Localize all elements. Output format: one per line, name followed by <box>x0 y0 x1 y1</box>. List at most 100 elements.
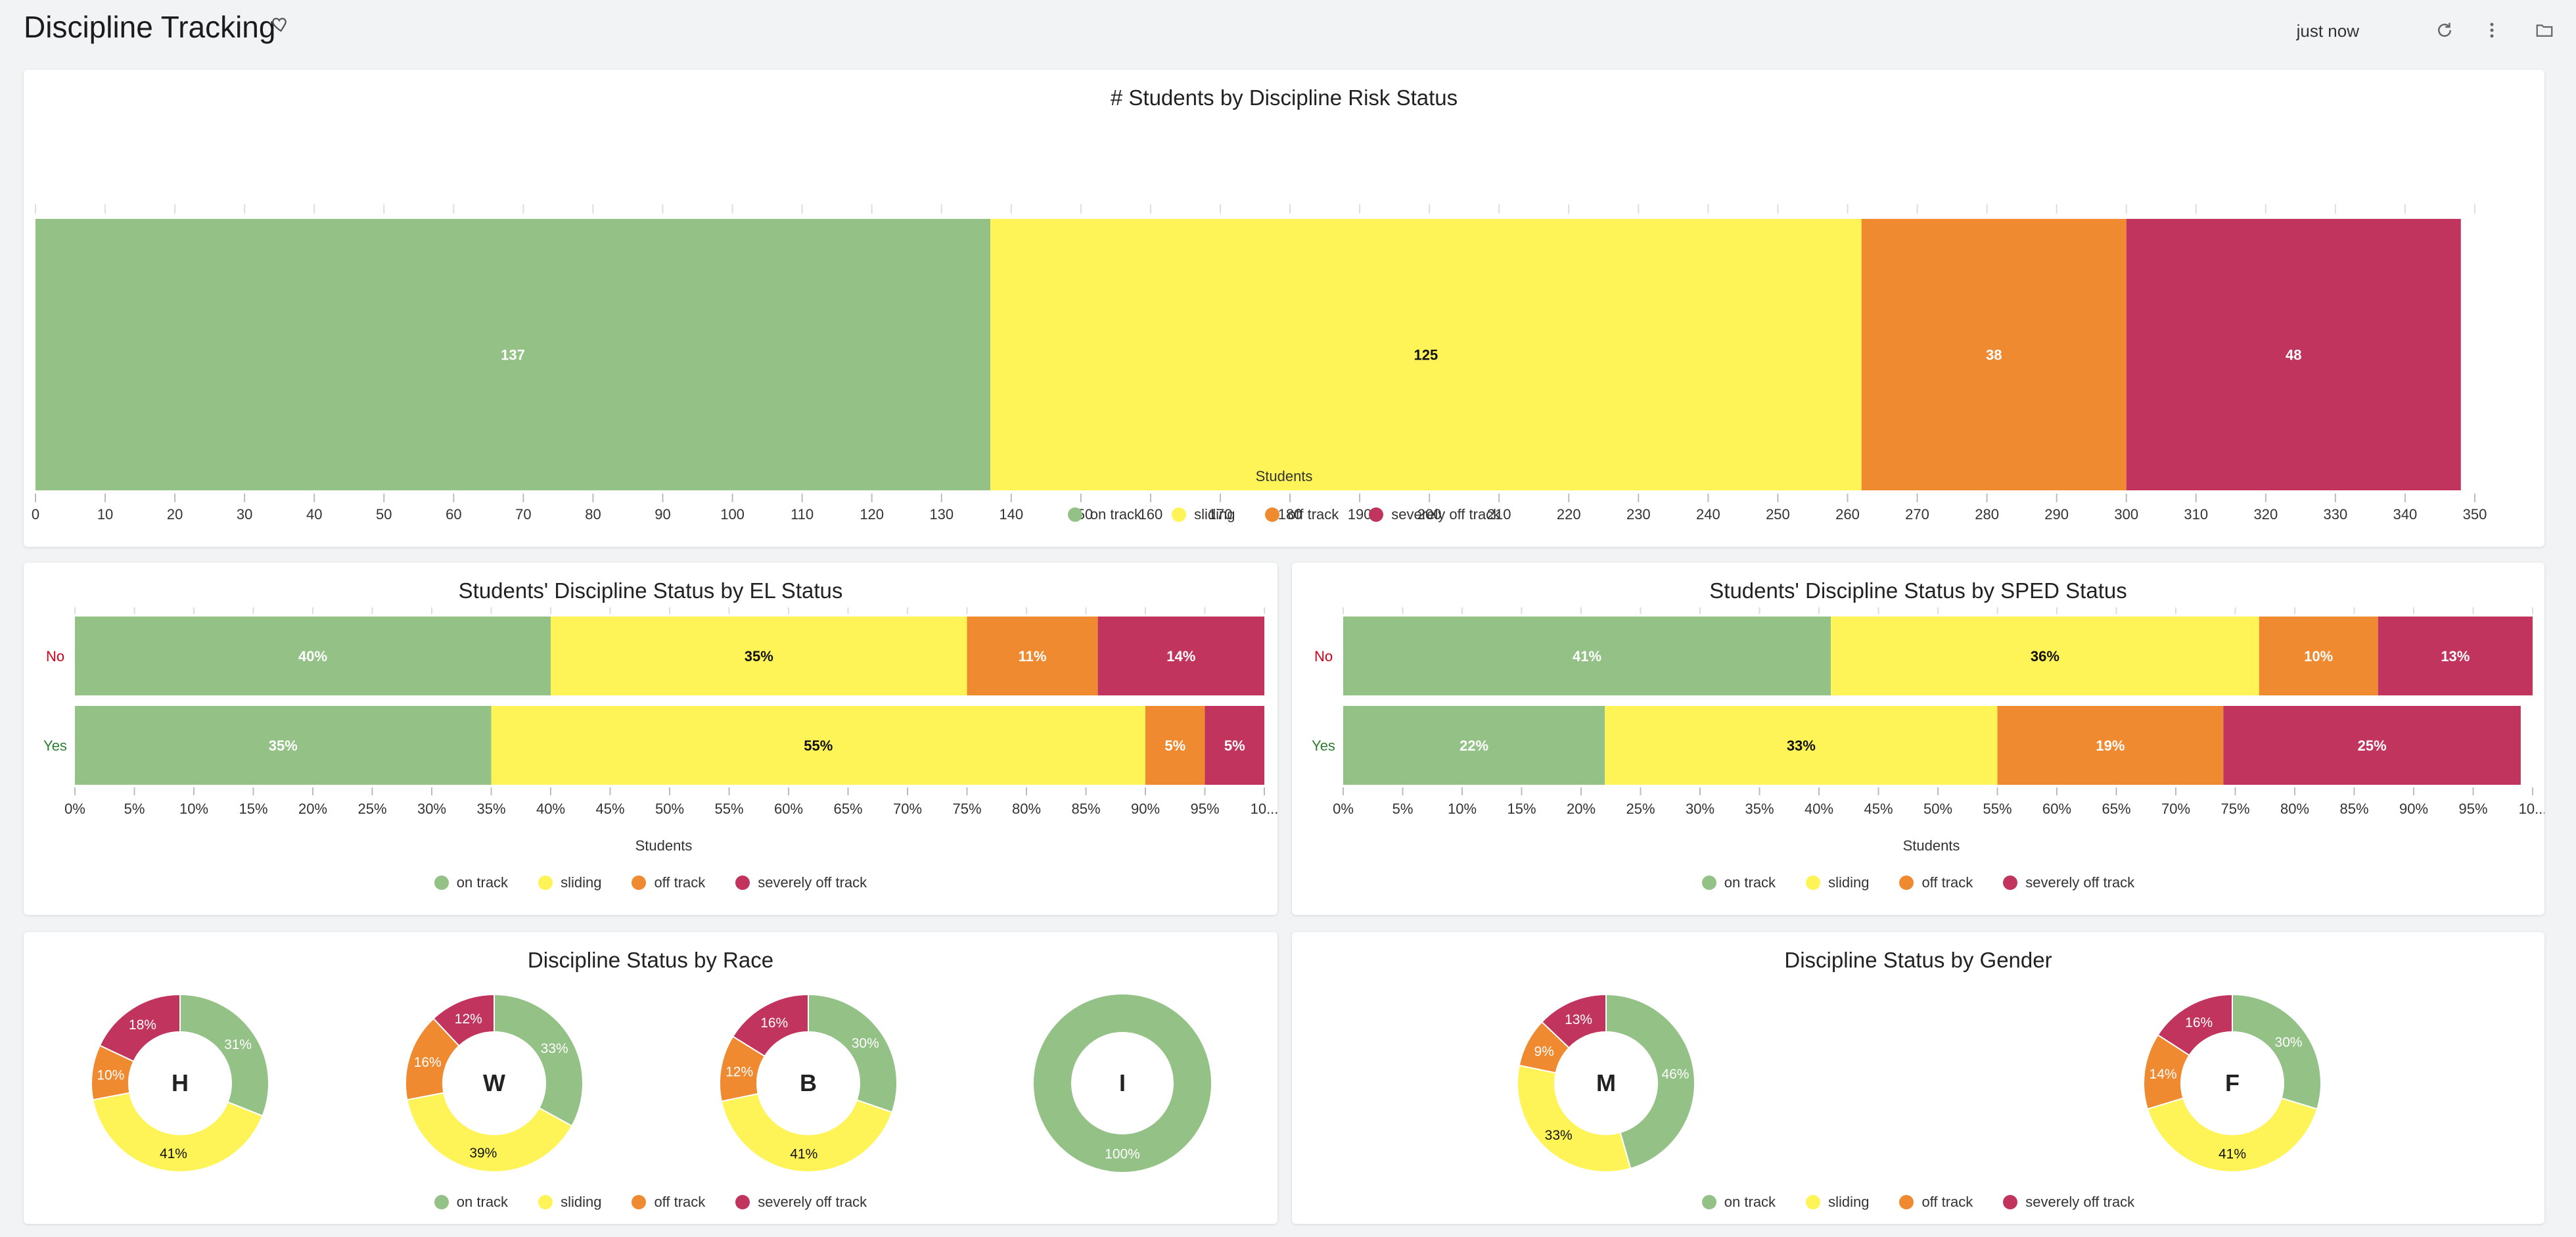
bar-segment <box>1831 617 2259 695</box>
bar-segment <box>2378 617 2533 695</box>
legend-item-on-track[interactable]: on track <box>1067 506 1141 523</box>
x-tick-label: 10... <box>2519 801 2544 817</box>
folder-icon[interactable] <box>2531 17 2558 43</box>
legend-label: sliding <box>1828 874 1870 891</box>
legend-item-severely-off-track[interactable]: severely off track <box>735 874 867 891</box>
x-tick-label: 220 <box>1557 506 1581 523</box>
x-tick-label: 50 <box>376 506 392 523</box>
panel-title: Students' Discipline Status by SPED Stat… <box>1709 578 2127 603</box>
data-label: 14% <box>1166 648 1195 665</box>
donut-slice <box>808 993 898 1113</box>
donut-slice <box>731 993 809 1058</box>
favorite-heart-icon[interactable] <box>269 14 289 37</box>
chart-legend: on track sliding off track severely off … <box>24 506 2544 523</box>
bar-segment <box>1997 706 2224 785</box>
legend-item-sliding[interactable]: sliding <box>538 1194 601 1211</box>
x-tick-label: 90% <box>1131 801 1160 817</box>
legend-item-on-track[interactable]: on track <box>434 874 508 891</box>
x-tick-label: 120 <box>860 506 884 523</box>
data-label: 10% <box>2304 648 2333 665</box>
race-donut-charts: 31% 41% 10% 18% H 33% 39% 16% 12% W 30% 41% 12% 16% B 1… <box>91 993 1211 1173</box>
data-label: 55% <box>804 737 833 754</box>
legend-item-severely-off-track[interactable]: severely off track <box>2003 874 2134 891</box>
x-tick-label: 320 <box>2253 506 2278 523</box>
x-tick-label: 100 <box>720 506 745 523</box>
x-tick-label: 230 <box>1626 506 1651 523</box>
bar-segment <box>75 617 551 695</box>
x-tick-label: 85% <box>1071 801 1100 817</box>
legend-item-sliding[interactable]: sliding <box>538 874 601 891</box>
y-category-label: No <box>1314 648 1333 665</box>
x-tick-label: 65% <box>2102 801 2130 817</box>
donut-slice <box>720 1092 893 1173</box>
legend-dot <box>1899 875 1914 890</box>
donut-center-label: B <box>800 1069 817 1096</box>
page-title: Discipline Tracking <box>24 10 276 44</box>
legend-item-severely-off-track[interactable]: severely off track <box>735 1194 867 1211</box>
legend-label: severely off track <box>1391 506 1501 523</box>
data-label: 19% <box>2096 737 2125 754</box>
legend-item-on-track[interactable]: on track <box>434 1194 508 1211</box>
legend-item-sliding[interactable]: sliding <box>1806 1194 1869 1211</box>
risk-status-chart: 0102030405060708090100110120130140150160… <box>32 204 2487 523</box>
donut-slice <box>432 993 495 1047</box>
x-tick-label: 240 <box>1696 506 1720 523</box>
bar-segment <box>551 617 967 695</box>
legend-label: off track <box>1921 874 1973 891</box>
more-options-icon[interactable] <box>2479 17 2505 43</box>
legend-label: on track <box>1724 1194 1776 1210</box>
data-label: 13% <box>2441 648 2470 665</box>
gender-status-panel: Discipline Status by Gender 46% 33% 9% 13% M… <box>1292 932 2544 1224</box>
x-tick-label: 5% <box>1392 801 1414 817</box>
refresh-icon[interactable] <box>2431 17 2458 43</box>
x-tick-label: 95% <box>2458 801 2487 817</box>
x-tick-label: 310 <box>2184 506 2208 523</box>
donut-data-label: 41% <box>2219 1147 2246 1162</box>
legend-item-off-track[interactable]: off track <box>1265 506 1339 523</box>
el-status-chart: 0% 5% 10% 15% 20% 25% 30% 35% 40% 45% 50% 55% 60% 65%… <box>43 607 1277 817</box>
x-tick-label: 15% <box>1507 801 1536 817</box>
el-status-panel: Students' Discipline Status by EL Status… <box>24 563 1277 915</box>
legend-item-sliding[interactable]: sliding <box>1806 874 1869 891</box>
chart-legend: on track sliding off track severely off … <box>24 1194 1277 1211</box>
x-tick-label: 25% <box>357 801 386 817</box>
x-tick-label: 30 <box>237 506 252 523</box>
data-label: 33% <box>1787 737 1816 754</box>
x-tick-label: 80% <box>2280 801 2309 817</box>
dashboard-header: Discipline Tracking just now <box>0 0 2576 62</box>
x-tick-label: 25% <box>1626 801 1655 817</box>
panel-title: Discipline Status by Race <box>527 948 774 972</box>
legend-label: off track <box>654 874 706 891</box>
legend-item-severely-off-track[interactable]: severely off track <box>1369 506 1500 523</box>
legend-dot <box>632 1195 647 1209</box>
donut-data-label: 16% <box>760 1015 788 1031</box>
data-label: 125 <box>1414 347 1438 363</box>
legend-item-severely-off-track[interactable]: severely off track <box>2003 1194 2134 1211</box>
x-tick-label: 90% <box>2399 801 2428 817</box>
legend-item-sliding[interactable]: sliding <box>1172 506 1235 523</box>
x-axis-title: Students <box>1902 837 1960 854</box>
data-label: 48 <box>2286 347 2301 363</box>
legend-label: severely off track <box>2025 874 2135 891</box>
donut-slice <box>1605 993 1696 1169</box>
legend-item-on-track[interactable]: on track <box>1701 1194 1776 1211</box>
donut-slice <box>1540 993 1607 1049</box>
legend-item-off-track[interactable]: off track <box>632 1194 705 1211</box>
x-tick-label: 40 <box>306 506 322 523</box>
x-tick-label: 55% <box>1983 801 2012 817</box>
x-tick-label: 130 <box>929 506 954 523</box>
legend-item-on-track[interactable]: on track <box>1701 874 1776 891</box>
x-tick-label: 65% <box>833 801 862 817</box>
legend-dot <box>1806 875 1821 890</box>
legend-item-off-track[interactable]: off track <box>632 874 705 891</box>
legend-item-off-track[interactable]: off track <box>1899 874 1973 891</box>
legend-dot <box>632 875 647 890</box>
legend-label: off track <box>1287 506 1339 523</box>
x-tick-label: 45% <box>1864 801 1893 817</box>
legend-item-off-track[interactable]: off track <box>1899 1194 1973 1211</box>
x-tick-label: 95% <box>1190 801 1219 817</box>
donut-slice <box>2146 1097 2318 1173</box>
x-tick-label: 270 <box>1905 506 1929 523</box>
legend-dot <box>538 1195 553 1209</box>
bar-segment <box>1861 219 2127 490</box>
